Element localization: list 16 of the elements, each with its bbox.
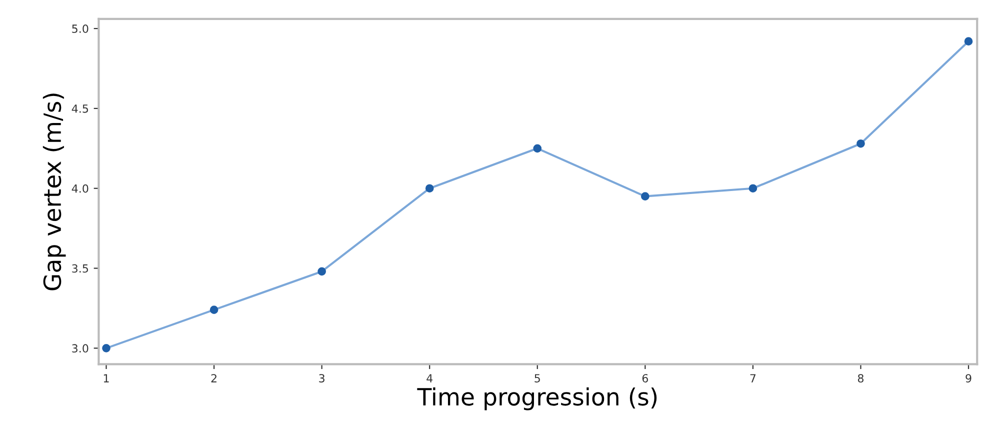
x-tick-label: 4 — [426, 374, 433, 382]
x-tick-label: 8 — [858, 374, 864, 382]
x-tick-label: 1 — [104, 374, 109, 382]
x-tick-label: 6 — [642, 374, 648, 382]
y-tick-label: 4.0 — [72, 184, 88, 193]
y-tick-label: 4.5 — [72, 104, 88, 113]
y-tick-label: 3.0 — [72, 344, 88, 353]
x-tick-label: 5 — [534, 374, 540, 382]
y-tick-label: 5.0 — [72, 24, 88, 33]
x-tick-label: 9 — [966, 374, 972, 382]
x-tick-label: 3 — [319, 374, 324, 382]
y-tick-label: 3.5 — [72, 264, 88, 273]
y-axis-title: Gap vertex (m/s) — [42, 94, 66, 290]
x-tick-label: 7 — [750, 374, 756, 382]
x-axis-title: Time progression (s) — [417, 387, 657, 410]
x-tick-label: 2 — [211, 374, 216, 382]
